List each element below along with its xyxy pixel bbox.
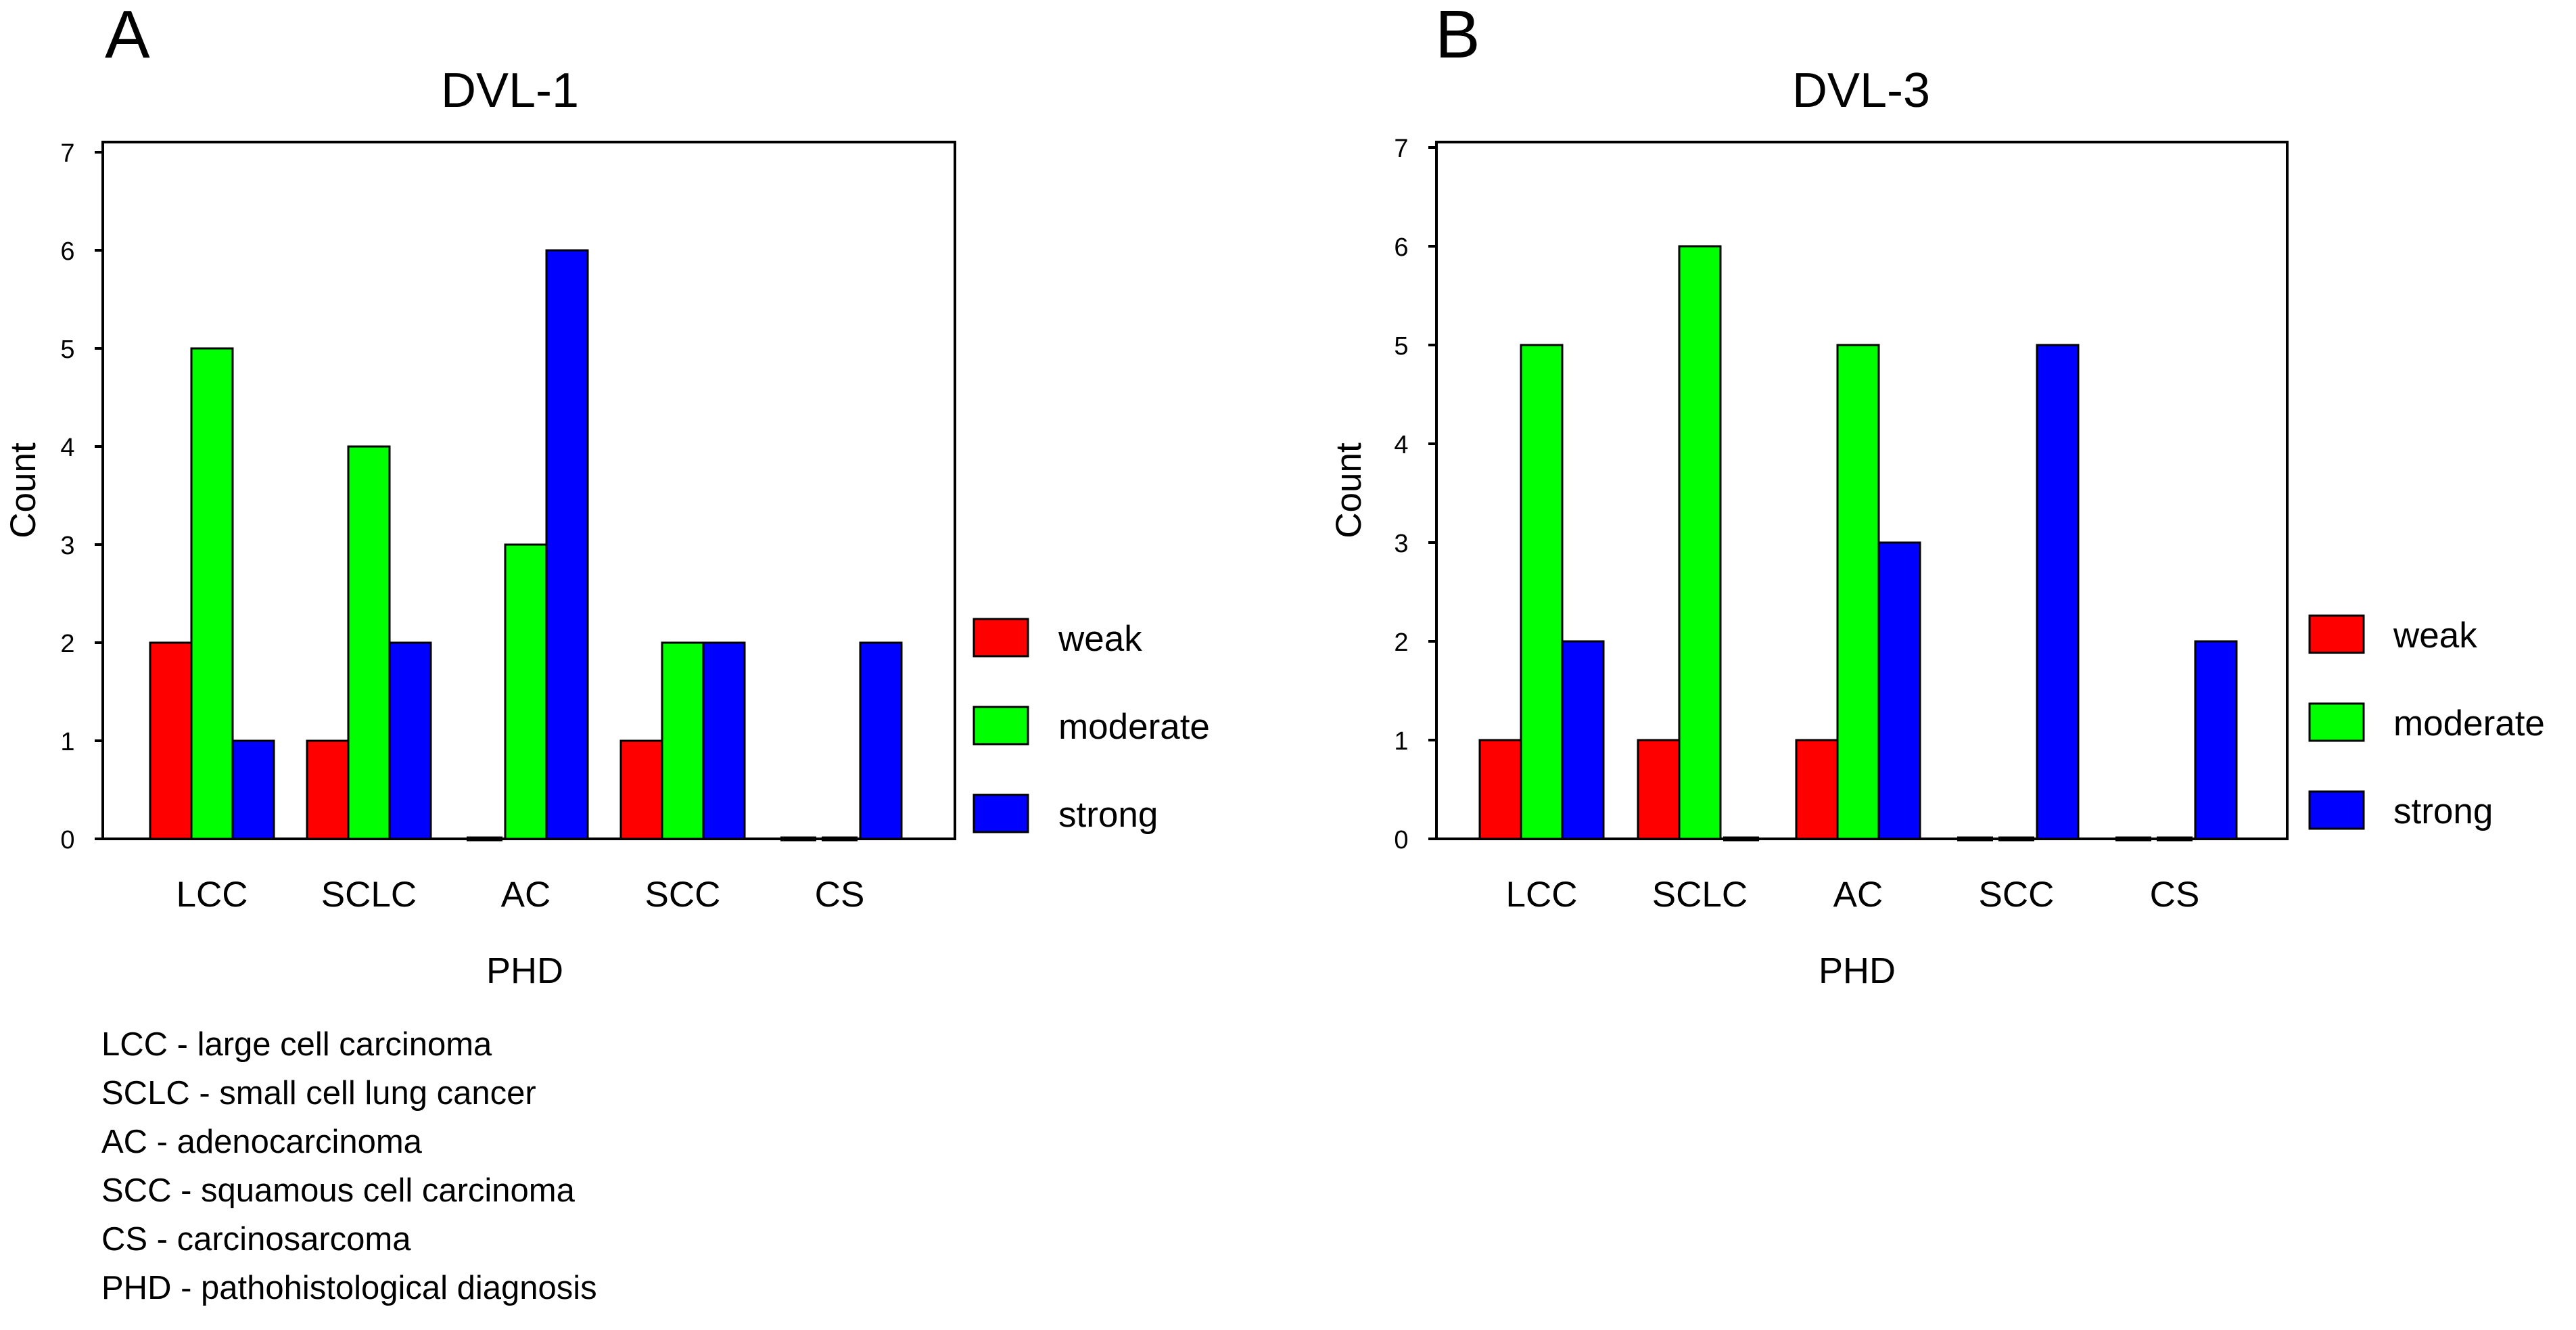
panel-a-y-tick-label: 2 <box>60 630 74 658</box>
panel-b-y-tick-label: 4 <box>1394 431 1408 459</box>
panel-a-x-tick-label: CS <box>815 875 865 915</box>
panel-b-y-tick-label: 7 <box>1394 135 1408 163</box>
panel-b-y-axis-label: Count <box>1329 442 1369 538</box>
panel-a-x-tick-label: AC <box>501 875 551 915</box>
panel-a-y-axis-label: Count <box>3 442 43 538</box>
panel-b-y-tick-label: 5 <box>1394 332 1408 361</box>
panel-b-y-tick-label: 3 <box>1394 530 1408 558</box>
panel-a-y-tick-label: 1 <box>60 728 74 756</box>
panel-a-y-tick-label: 5 <box>60 336 74 364</box>
panel-a-y-tick-label: 7 <box>60 139 74 168</box>
panel-b-x-tick-label: SCC <box>1979 875 2055 915</box>
panel-a-bar-weak-lcc <box>149 641 193 840</box>
panel-a-y-tick-label: 4 <box>60 434 74 462</box>
panel-b-bar-weak-lcc <box>1478 739 1522 840</box>
panel-b-bar-strong-ac <box>1877 541 1921 840</box>
panel-b-legend-label-moderate: moderate <box>2393 704 2545 743</box>
panel-b-legend-swatch-moderate <box>2308 702 2365 742</box>
panel-a-x-tick-label: LCC <box>176 875 248 915</box>
panel-a-y-tick-label: 6 <box>60 237 74 266</box>
panel-b-bar-moderate-ac <box>1836 344 1880 840</box>
panel-a-legend-label-strong: strong <box>1058 795 1158 835</box>
panel-a: A DVL-1 0 1 2 3 4 5 6 7 LCC SCLC AC SCC CS Count PH… <box>3 0 1210 991</box>
panel-b-x-axis-label: PHD <box>1819 950 1896 991</box>
panel-b-y-tick-label: 6 <box>1394 233 1408 262</box>
panel-a-bar-strong-cs <box>859 641 903 840</box>
panel-b-label: B <box>1435 0 1480 72</box>
panel-b-x-tick-label: CS <box>2150 875 2200 915</box>
panel-b-x-tick-label: AC <box>1833 875 1883 915</box>
panel-a-bars <box>149 249 903 842</box>
panel-b-x-tick-label: SCLC <box>1652 875 1748 915</box>
abbrev-sclc: SCLC - small cell lung cancer <box>101 1075 536 1111</box>
panel-a-bar-moderate-lcc <box>190 347 234 840</box>
panel-a-legend-swatch-moderate <box>973 706 1029 746</box>
panel-a-bar-strong-scc <box>702 641 746 840</box>
panel-b-bar-strong-cs <box>2194 640 2238 840</box>
panel-a-title: DVL-1 <box>441 64 579 118</box>
panel-a-bar-weak-sclc <box>306 739 350 840</box>
panel-b-x-ticks: LCC SCLC AC SCC CS <box>1505 875 2199 915</box>
panel-a-legend: weak moderate strong <box>973 618 1210 835</box>
panel-b-title: DVL-3 <box>1792 64 1930 118</box>
panel-b-y-tick-label: 2 <box>1394 628 1408 657</box>
panel-a-legend-swatch-strong <box>973 794 1029 833</box>
panel-a-bar-strong-sclc <box>388 641 432 840</box>
panel-a-bar-weak-scc <box>619 739 663 840</box>
panel-b-y-tick-label: 0 <box>1394 826 1408 854</box>
panel-b-bars <box>1478 245 2238 842</box>
abbrev-scc: SCC - squamous cell carcinoma <box>101 1172 575 1209</box>
panel-a-x-axis-label: PHD <box>486 950 563 991</box>
panel-b: B DVL-3 0 1 2 3 4 5 6 7 LCC SCLC AC SCC CS Count PH… <box>1329 0 2545 991</box>
panel-b-bar-strong-lcc <box>1561 640 1605 840</box>
panel-b-bar-moderate-lcc <box>1520 344 1564 840</box>
abbrev-lcc: LCC - large cell carcinoma <box>101 1026 492 1063</box>
panel-a-y-tick-label: 3 <box>60 532 74 560</box>
panel-a-bar-moderate-scc <box>661 641 705 840</box>
panel-b-bar-weak-sclc <box>1637 739 1681 840</box>
panel-a-label: A <box>105 0 150 72</box>
panel-a-legend-label-moderate: moderate <box>1058 707 1210 747</box>
panel-a-legend-label-weak: weak <box>1058 619 1142 659</box>
panel-b-legend-label-strong: strong <box>2393 792 2493 831</box>
panel-b-bar-strong-scc <box>2036 344 2080 840</box>
panel-a-y-ticks: 0 1 2 3 4 5 6 7 <box>60 139 103 854</box>
panel-b-y-tick-label: 1 <box>1394 727 1408 756</box>
panel-a-bar-moderate-ac <box>504 543 548 840</box>
panel-a-bar-moderate-sclc <box>347 445 391 840</box>
panel-b-legend-swatch-strong <box>2308 790 2365 830</box>
panel-a-bar-strong-ac <box>545 249 589 840</box>
panel-b-bar-moderate-sclc <box>1678 245 1722 840</box>
abbrev-ac: AC - adenocarcinoma <box>101 1124 422 1160</box>
panel-b-legend-label-weak: weak <box>2393 616 2477 656</box>
panel-a-x-ticks: LCC SCLC AC SCC CS <box>176 875 864 915</box>
abbrev-phd: PHD - pathohistological diagnosis <box>101 1270 597 1306</box>
panel-a-x-tick-label: SCC <box>645 875 721 915</box>
panel-a-bar-strong-lcc <box>231 739 275 840</box>
panel-b-legend-swatch-weak <box>2308 614 2365 654</box>
panel-a-y-tick-label: 0 <box>60 826 74 854</box>
panel-b-x-tick-label: LCC <box>1505 875 1577 915</box>
panel-b-legend: weak moderate strong <box>2308 614 2545 831</box>
abbrev-cs: CS - carcinosarcoma <box>101 1221 411 1258</box>
panel-a-x-tick-label: SCLC <box>321 875 417 915</box>
panel-b-bar-weak-ac <box>1795 739 1839 840</box>
panel-a-legend-swatch-weak <box>973 618 1029 658</box>
panel-b-y-ticks: 0 1 2 3 4 5 6 7 <box>1394 135 1436 854</box>
abbreviation-legend: LCC - large cell carcinoma SCLC - small … <box>101 1020 597 1312</box>
